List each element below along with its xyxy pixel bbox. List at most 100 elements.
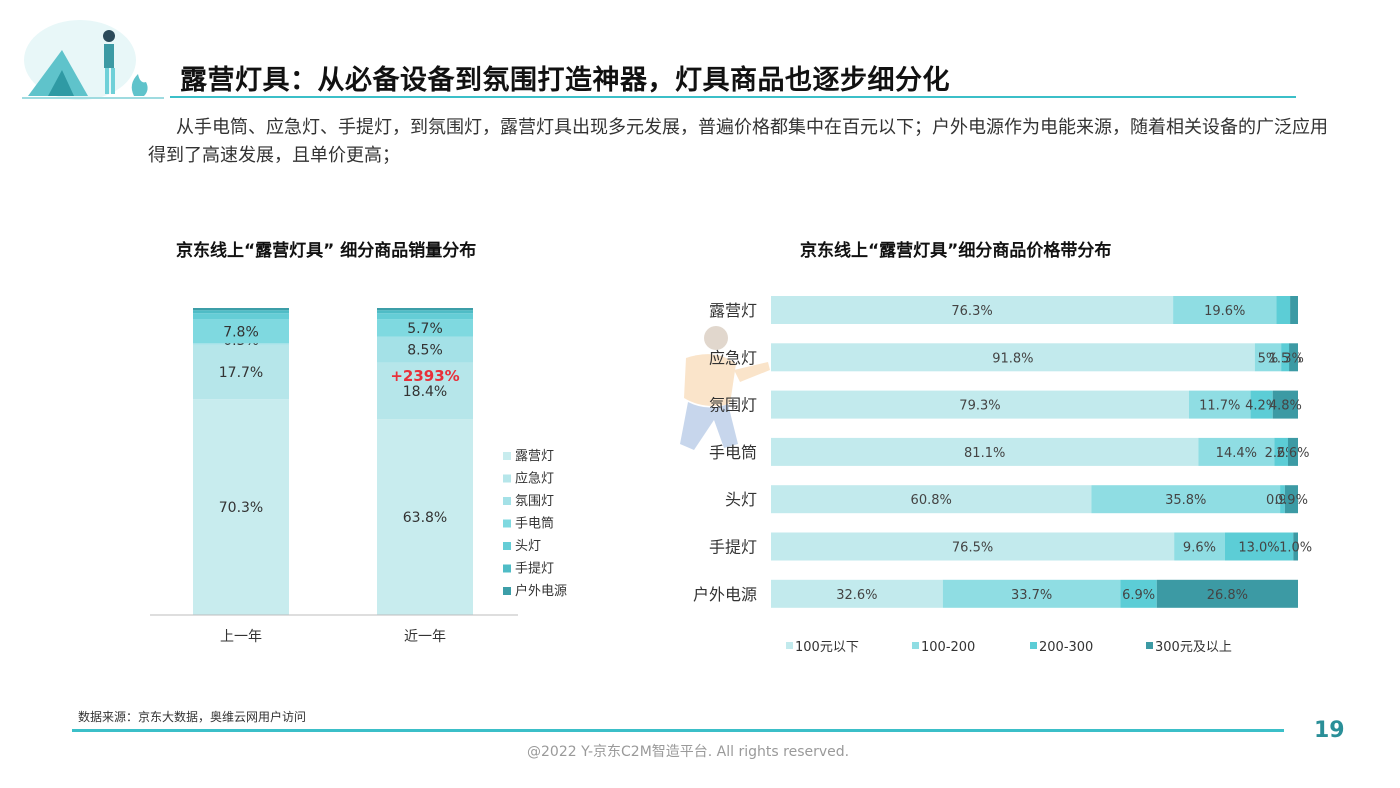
bar-value-label: 70.3% (219, 500, 263, 516)
bar-value-label: 5% (1258, 351, 1279, 366)
page-title: 露营灯具：从必备设备到氛围打造神器，灯具商品也逐步细分化 (180, 65, 950, 96)
bar-value-label: 35.8% (1165, 493, 1206, 508)
bar-segment (1284, 485, 1298, 514)
copyright: @2022 Y-京东C2M智造平台. All rights reserved. (527, 744, 850, 760)
bar-segment (771, 343, 1255, 372)
bar-segment (1276, 296, 1291, 324)
bar-segment (1188, 390, 1251, 419)
bar-segment (1091, 485, 1281, 514)
category-label: 氛围灯 (709, 396, 757, 415)
bar-segment (1280, 485, 1285, 514)
legend-label: 手电筒 (515, 516, 554, 532)
bar-segment (193, 310, 289, 314)
intro-paragraph: 从手电筒、应急灯、手提灯，到氛围灯，露营灯具出现多元发展，普遍价格都集中在百元以… (148, 117, 1328, 166)
bar-value-label: 33.7% (1011, 588, 1052, 603)
category-label: 手提灯 (709, 538, 757, 557)
legend-label: 应急灯 (515, 471, 554, 487)
bar-segment (1120, 579, 1157, 608)
bar-segment (377, 319, 473, 337)
bar-segment (193, 313, 289, 320)
bar-segment (193, 319, 289, 344)
bar-value-label: 63.8% (403, 510, 447, 526)
category-label: 户外电源 (693, 585, 757, 604)
legend-swatch (503, 587, 511, 595)
legend-swatch (503, 519, 511, 528)
page-number: 19 (1314, 718, 1345, 743)
legend-label: 手提灯 (515, 561, 554, 577)
bar-segment (1293, 532, 1298, 561)
category-label: 应急灯 (709, 348, 757, 367)
right-chart-title: 京东线上“露营灯具”细分商品价格带分布 (800, 241, 1112, 261)
bar-segment (377, 419, 473, 615)
legend-swatch (786, 642, 793, 649)
bar-segment (771, 579, 943, 608)
bar-segment (377, 308, 473, 311)
bar-segment (771, 296, 1174, 324)
bar-value-label: 4.8% (1269, 399, 1302, 414)
left-category-label: 上一年 (220, 629, 262, 645)
bar-value-label: 8.5% (407, 343, 443, 359)
price-band-chart: 露营灯 76.3% 19.6%应急灯 91.8% 5%1.5%3%氛围灯 79.3% 11.… (693, 296, 1312, 655)
bar-value-label: 91.8% (992, 351, 1033, 366)
category-label: 手电筒 (709, 443, 757, 462)
bar-segment (377, 313, 473, 320)
bar-segment (1254, 343, 1282, 372)
legend-label: 200-300 (1039, 640, 1093, 655)
left-chart-title: 京东线上“露营灯具” 细分商品销量分布 (176, 241, 477, 261)
right-legend: 100元以下 100-200 200-300 300元及以上 (786, 640, 1232, 655)
sales-distribution-chart: 70.3%17.7%0.5%7.8%63.8%18.4%8.5%5.7% 上一年… (150, 308, 567, 645)
bar-segment (1290, 296, 1298, 324)
runner-illustration (680, 326, 770, 450)
bar-value-label: 1.0% (1279, 541, 1312, 556)
legend-swatch (503, 564, 511, 573)
bar-value-label: 0.9% (1275, 493, 1308, 508)
bar-value-label: 76.3% (951, 304, 992, 319)
bar-segment (1174, 532, 1225, 561)
category-label: 露营灯 (709, 301, 757, 320)
legend-label: 100-200 (921, 640, 975, 655)
legend-label: 300元及以上 (1155, 640, 1232, 655)
legend-label: 户外电源 (515, 583, 567, 599)
bar-value-label: 18.4% (403, 384, 447, 400)
bar-value-label: 19.6% (1204, 304, 1245, 319)
bar-segment (1224, 532, 1294, 561)
legend-swatch (503, 497, 511, 505)
bar-segment (771, 390, 1189, 419)
bar-value-label: 32.6% (836, 588, 877, 603)
left-bars-group: 70.3%17.7%0.5%7.8%63.8%18.4%8.5%5.7% (193, 308, 473, 615)
legend-label: 露营灯 (515, 449, 554, 464)
bar-segment (193, 343, 289, 345)
bar-segment (377, 362, 473, 420)
bar-segment (1274, 437, 1288, 466)
legend-label: 头灯 (515, 539, 541, 554)
bar-value-label: 76.5% (952, 541, 993, 556)
bar-value-label: 17.7% (219, 365, 263, 381)
title-divider (170, 96, 1296, 98)
bar-value-label: 79.3% (959, 399, 1000, 414)
bar-segment (1272, 390, 1298, 419)
category-label: 头灯 (725, 490, 757, 509)
bar-segment (771, 437, 1199, 466)
growth-annotation: +2393% (390, 367, 459, 385)
bar-segment (193, 344, 289, 400)
bar-segment (1173, 296, 1277, 324)
bar-segment (193, 308, 289, 311)
bar-value-label: 7.8% (223, 324, 259, 340)
bar-segment (377, 336, 473, 363)
source-note: 数据来源：京东大数据，奥维云网用户访问 (78, 710, 307, 724)
bar-segment (377, 310, 473, 314)
bar-segment (771, 485, 1092, 514)
bar-value-label: 11.7% (1199, 399, 1240, 414)
bar-value-label: 9.6% (1183, 541, 1216, 556)
bar-value-label: 81.1% (964, 446, 1005, 461)
bar-segment (1281, 343, 1290, 372)
legend-swatch (503, 474, 511, 483)
legend-swatch (1030, 642, 1037, 649)
bar-segment (1289, 343, 1298, 372)
legend-label: 100元以下 (795, 640, 859, 655)
right-bars-group: 露营灯 76.3% 19.6%应急灯 91.8% 5%1.5%3%氛围灯 79.3% 11.… (693, 296, 1312, 608)
camping-illustration (22, 20, 164, 100)
bar-value-label: 14.4% (1216, 446, 1257, 461)
bar-value-label: 26.8% (1207, 588, 1248, 603)
bar-value-label: 5.7% (407, 321, 443, 337)
